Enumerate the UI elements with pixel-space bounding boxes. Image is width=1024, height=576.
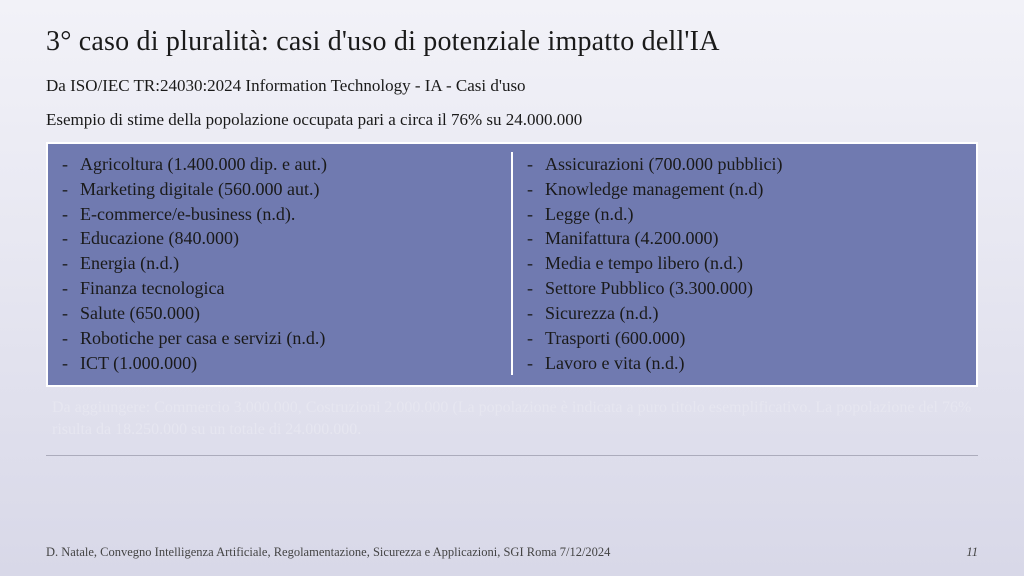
list-item: Knowledge management (n.d) xyxy=(527,177,962,202)
page-number: 11 xyxy=(966,545,978,560)
use-cases-right-column: Assicurazioni (700.000 pubblici) Knowled… xyxy=(513,152,976,375)
footnote-text: Da aggiungere: Commercio 3.000.000, Cost… xyxy=(46,397,978,440)
slide-subtitle: Da ISO/IEC TR:24030:2024 Information Tec… xyxy=(46,76,978,96)
list-item: Educazione (840.000) xyxy=(62,226,497,251)
slide-title: 3° caso di pluralità: casi d'uso di pote… xyxy=(46,26,978,58)
use-cases-right-list: Assicurazioni (700.000 pubblici) Knowled… xyxy=(527,152,962,375)
list-item: Marketing digitale (560.000 aut.) xyxy=(62,177,497,202)
use-cases-left-list: Agricoltura (1.400.000 dip. e aut.) Mark… xyxy=(62,152,497,375)
use-cases-box: Agricoltura (1.400.000 dip. e aut.) Mark… xyxy=(46,142,978,387)
list-item: Legge (n.d.) xyxy=(527,202,962,227)
example-line: Esempio di stime della popolazione occup… xyxy=(46,110,978,130)
list-item: Salute (650.000) xyxy=(62,301,497,326)
list-item: Agricoltura (1.400.000 dip. e aut.) xyxy=(62,152,497,177)
use-cases-left-column: Agricoltura (1.400.000 dip. e aut.) Mark… xyxy=(48,152,513,375)
list-item: ICT (1.000.000) xyxy=(62,351,497,376)
list-item: Manifattura (4.200.000) xyxy=(527,226,962,251)
divider-line xyxy=(46,455,978,456)
list-item: Assicurazioni (700.000 pubblici) xyxy=(527,152,962,177)
list-item: Trasporti (600.000) xyxy=(527,326,962,351)
slide-footer: D. Natale, Convegno Intelligenza Artific… xyxy=(46,545,978,560)
list-item: Lavoro e vita (n.d.) xyxy=(527,351,962,376)
footer-citation: D. Natale, Convegno Intelligenza Artific… xyxy=(46,545,610,560)
list-item: Robotiche per casa e servizi (n.d.) xyxy=(62,326,497,351)
list-item: Sicurezza (n.d.) xyxy=(527,301,962,326)
list-item: Finanza tecnologica xyxy=(62,276,497,301)
list-item: Media e tempo libero (n.d.) xyxy=(527,251,962,276)
list-item: Settore Pubblico (3.300.000) xyxy=(527,276,962,301)
list-item: Energia (n.d.) xyxy=(62,251,497,276)
list-item: E-commerce/e-business (n.d). xyxy=(62,202,497,227)
